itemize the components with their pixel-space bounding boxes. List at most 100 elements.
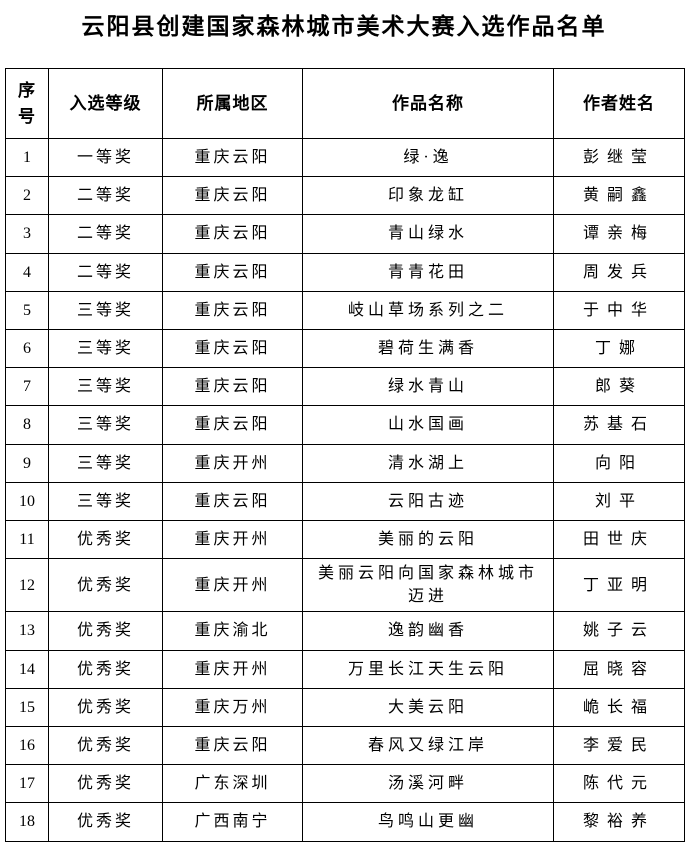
cell-work: 山水国画 — [302, 405, 554, 445]
cell-region: 重庆云阳 — [162, 481, 303, 521]
cell-no: 9 — [5, 443, 49, 483]
cell-level: 二等奖 — [48, 214, 163, 254]
cell-work: 春风又绿江岸 — [302, 725, 554, 766]
col-header-author: 作者姓名 — [553, 68, 685, 139]
cell-author: 苏基石 — [553, 405, 685, 445]
table-header-row: 序号 入选等级 所属地区 作品名称 作者姓名 — [5, 68, 685, 139]
table-body: 1 一等奖 重庆云阳 绿·逸 彭继莹 2 二等奖 重庆云阳 印象龙缸 黄嗣鑫 3 二等奖 重庆云阳 青山绿… — [5, 137, 685, 842]
cell-no: 14 — [5, 649, 49, 689]
cell-work: 岐山草场系列之二 — [302, 290, 554, 330]
cell-region: 广东深圳 — [162, 764, 303, 804]
cell-author: 郎葵 — [553, 367, 685, 407]
cell-author: 姚子云 — [553, 611, 685, 651]
table-row: 8 三等奖 重庆云阳 山水国画 苏基石 — [5, 405, 685, 445]
table-row: 11 优秀奖 重庆开州 美丽的云阳 田世庆 — [5, 519, 685, 560]
cell-author: 刘平 — [553, 481, 685, 521]
table-row: 4 二等奖 重庆云阳 青青花田 周发兵 — [5, 252, 685, 292]
cell-no: 8 — [5, 405, 49, 445]
cell-region: 重庆云阳 — [162, 137, 303, 178]
cell-author: 谭亲梅 — [553, 214, 685, 254]
col-header-work: 作品名称 — [302, 68, 554, 139]
cell-author: 向阳 — [553, 443, 685, 483]
cell-work: 鸟鸣山更幽 — [302, 802, 554, 842]
cell-region: 重庆云阳 — [162, 252, 303, 292]
table-row: 15 优秀奖 重庆万州 大美云阳 峗长福 — [5, 687, 685, 728]
cell-work: 绿·逸 — [302, 137, 554, 178]
cell-work: 绿水青山 — [302, 367, 554, 407]
cell-region: 重庆渝北 — [162, 611, 303, 651]
cell-no: 6 — [5, 328, 49, 369]
cell-level: 一等奖 — [48, 137, 163, 178]
cell-level: 三等奖 — [48, 290, 163, 330]
cell-region: 重庆云阳 — [162, 405, 303, 445]
cell-level: 优秀奖 — [48, 649, 163, 689]
cell-region: 重庆云阳 — [162, 725, 303, 766]
cell-level: 优秀奖 — [48, 558, 163, 613]
cell-author: 屈晓容 — [553, 649, 685, 689]
award-table: 序号 入选等级 所属地区 作品名称 作者姓名 1 一等奖 重庆云阳 绿·逸 彭继莹 2 二等… — [5, 68, 685, 842]
table-row: 1 一等奖 重庆云阳 绿·逸 彭继莹 — [5, 137, 685, 178]
cell-author: 田世庆 — [553, 519, 685, 560]
table-row: 14 优秀奖 重庆开州 万里长江天生云阳 屈晓容 — [5, 649, 685, 689]
cell-no: 4 — [5, 252, 49, 292]
cell-no: 3 — [5, 214, 49, 254]
cell-level: 二等奖 — [48, 176, 163, 216]
cell-author: 彭继莹 — [553, 137, 685, 178]
cell-region: 重庆开州 — [162, 443, 303, 483]
cell-work: 印象龙缸 — [302, 176, 554, 216]
cell-region: 重庆云阳 — [162, 290, 303, 330]
cell-work: 云阳古迹 — [302, 481, 554, 521]
table-row: 2 二等奖 重庆云阳 印象龙缸 黄嗣鑫 — [5, 176, 685, 216]
cell-author: 丁亚明 — [553, 558, 685, 613]
table-row: 13 优秀奖 重庆渝北 逸韵幽香 姚子云 — [5, 611, 685, 651]
col-header-region: 所属地区 — [162, 68, 303, 139]
page-title: 云阳县创建国家森林城市美术大赛入选作品名单 — [81, 14, 607, 39]
cell-author: 丁娜 — [553, 328, 685, 369]
cell-no: 7 — [5, 367, 49, 407]
cell-author: 黎裕养 — [553, 802, 685, 842]
cell-no: 5 — [5, 290, 49, 330]
table-row: 16 优秀奖 重庆云阳 春风又绿江岸 李爱民 — [5, 725, 685, 766]
cell-level: 三等奖 — [48, 481, 163, 521]
cell-work: 青山绿水 — [302, 214, 554, 254]
cell-work: 大美云阳 — [302, 687, 554, 728]
cell-region: 重庆开州 — [162, 519, 303, 560]
cell-no: 1 — [5, 137, 49, 178]
cell-region: 重庆万州 — [162, 687, 303, 728]
table-row: 17 优秀奖 广东深圳 汤溪河畔 陈代元 — [5, 764, 685, 804]
cell-level: 优秀奖 — [48, 687, 163, 728]
table-row: 3 二等奖 重庆云阳 青山绿水 谭亲梅 — [5, 214, 685, 254]
cell-author: 陈代元 — [553, 764, 685, 804]
col-header-no: 序号 — [5, 68, 49, 139]
table-row: 5 三等奖 重庆云阳 岐山草场系列之二 于中华 — [5, 290, 685, 330]
cell-region: 重庆开州 — [162, 649, 303, 689]
cell-region: 重庆云阳 — [162, 328, 303, 369]
table-row: 18 优秀奖 广西南宁 鸟鸣山更幽 黎裕养 — [5, 802, 685, 842]
cell-level: 优秀奖 — [48, 519, 163, 560]
cell-work: 逸韵幽香 — [302, 611, 554, 651]
table-row: 10 三等奖 重庆云阳 云阳古迹 刘平 — [5, 481, 685, 521]
cell-level: 优秀奖 — [48, 802, 163, 842]
cell-level: 二等奖 — [48, 252, 163, 292]
cell-work: 美丽的云阳 — [302, 519, 554, 560]
cell-no: 12 — [5, 558, 49, 613]
cell-no: 16 — [5, 725, 49, 766]
cell-work: 美丽云阳向国家森林城市 迈进 — [302, 558, 554, 613]
col-header-level: 入选等级 — [48, 68, 163, 139]
cell-author: 周发兵 — [553, 252, 685, 292]
cell-region: 广西南宁 — [162, 802, 303, 842]
cell-work: 汤溪河畔 — [302, 764, 554, 804]
cell-work: 万里长江天生云阳 — [302, 649, 554, 689]
cell-region: 重庆云阳 — [162, 176, 303, 216]
cell-level: 三等奖 — [48, 405, 163, 445]
cell-level: 三等奖 — [48, 328, 163, 369]
cell-work: 青青花田 — [302, 252, 554, 292]
cell-region: 重庆云阳 — [162, 367, 303, 407]
cell-author: 李爱民 — [553, 725, 685, 766]
cell-no: 10 — [5, 481, 49, 521]
table-row: 9 三等奖 重庆开州 清水湖上 向阳 — [5, 443, 685, 483]
cell-region: 重庆开州 — [162, 558, 303, 613]
cell-no: 17 — [5, 764, 49, 804]
cell-level: 优秀奖 — [48, 725, 163, 766]
